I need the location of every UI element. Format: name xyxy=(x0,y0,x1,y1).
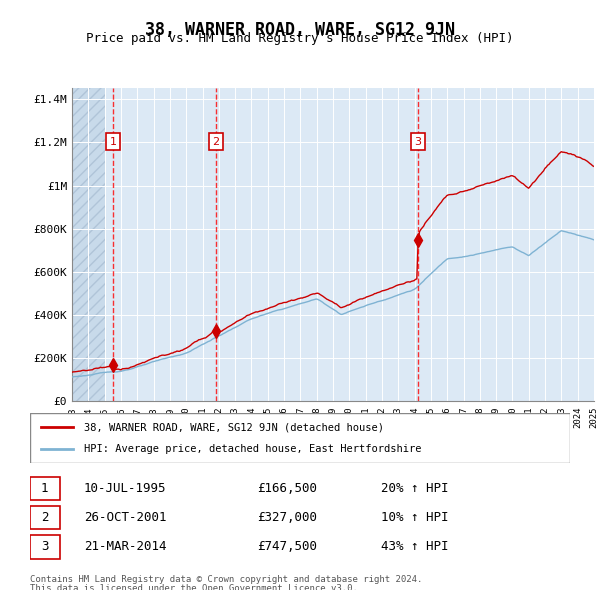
Text: Contains HM Land Registry data © Crown copyright and database right 2024.: Contains HM Land Registry data © Crown c… xyxy=(30,575,422,584)
Text: 20% ↑ HPI: 20% ↑ HPI xyxy=(381,482,449,495)
Text: 1: 1 xyxy=(41,482,49,495)
Text: This data is licensed under the Open Government Licence v3.0.: This data is licensed under the Open Gov… xyxy=(30,584,358,590)
FancyBboxPatch shape xyxy=(30,506,60,529)
Text: Price paid vs. HM Land Registry's House Price Index (HPI): Price paid vs. HM Land Registry's House … xyxy=(86,32,514,45)
Text: 3: 3 xyxy=(41,540,49,553)
Text: 1: 1 xyxy=(110,137,116,147)
Text: £747,500: £747,500 xyxy=(257,540,317,553)
FancyBboxPatch shape xyxy=(30,535,60,559)
Text: 38, WARNER ROAD, WARE, SG12 9JN (detached house): 38, WARNER ROAD, WARE, SG12 9JN (detache… xyxy=(84,422,384,432)
Text: 3: 3 xyxy=(415,137,422,147)
Text: 38, WARNER ROAD, WARE, SG12 9JN: 38, WARNER ROAD, WARE, SG12 9JN xyxy=(145,21,455,39)
FancyBboxPatch shape xyxy=(30,477,60,500)
Bar xyxy=(72,88,104,401)
Text: 10% ↑ HPI: 10% ↑ HPI xyxy=(381,511,449,525)
Text: £327,000: £327,000 xyxy=(257,511,317,525)
Text: 2: 2 xyxy=(212,137,220,147)
Text: 21-MAR-2014: 21-MAR-2014 xyxy=(84,540,167,553)
Text: 26-OCT-2001: 26-OCT-2001 xyxy=(84,511,167,525)
Text: HPI: Average price, detached house, East Hertfordshire: HPI: Average price, detached house, East… xyxy=(84,444,421,454)
Text: 43% ↑ HPI: 43% ↑ HPI xyxy=(381,540,449,553)
Text: 2: 2 xyxy=(41,511,49,525)
FancyBboxPatch shape xyxy=(30,413,570,463)
Text: 10-JUL-1995: 10-JUL-1995 xyxy=(84,482,167,495)
Text: £166,500: £166,500 xyxy=(257,482,317,495)
